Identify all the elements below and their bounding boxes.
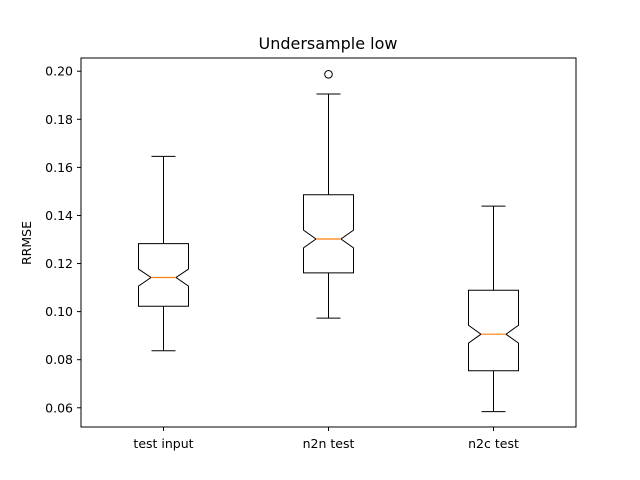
y-tick-label: 0.14 — [45, 208, 73, 223]
y-tick-label: 0.06 — [45, 400, 73, 415]
y-tick-label: 0.20 — [45, 64, 73, 79]
plot-area-frame — [80, 57, 577, 428]
box-series — [138, 70, 519, 413]
notched-box — [138, 243, 189, 307]
box-n2c-test — [468, 205, 519, 413]
x-tick-label: n2n test — [303, 436, 355, 451]
y-tick-label: 0.18 — [45, 112, 73, 127]
box-test-input — [138, 155, 189, 352]
y-tick-label: 0.08 — [45, 352, 73, 367]
y-tick-label: 0.16 — [45, 160, 73, 175]
chart-title: Undersample low — [258, 34, 397, 53]
outlier-point — [324, 70, 333, 79]
box-n2n-test — [303, 70, 354, 319]
notched-box — [303, 194, 354, 274]
y-tick-label: 0.10 — [45, 304, 73, 319]
y-axis-ticks: 0.06 0.08 0.10 0.12 0.14 0.16 0.18 0.20 — [45, 64, 81, 415]
notched-box — [468, 289, 519, 372]
x-tick-label: test input — [133, 436, 193, 451]
x-tick-label: n2c test — [468, 436, 519, 451]
y-axis-label: RRMSE — [19, 221, 34, 265]
y-tick-label: 0.12 — [45, 256, 73, 271]
x-axis-ticks: test input n2n test n2c test — [133, 427, 519, 451]
